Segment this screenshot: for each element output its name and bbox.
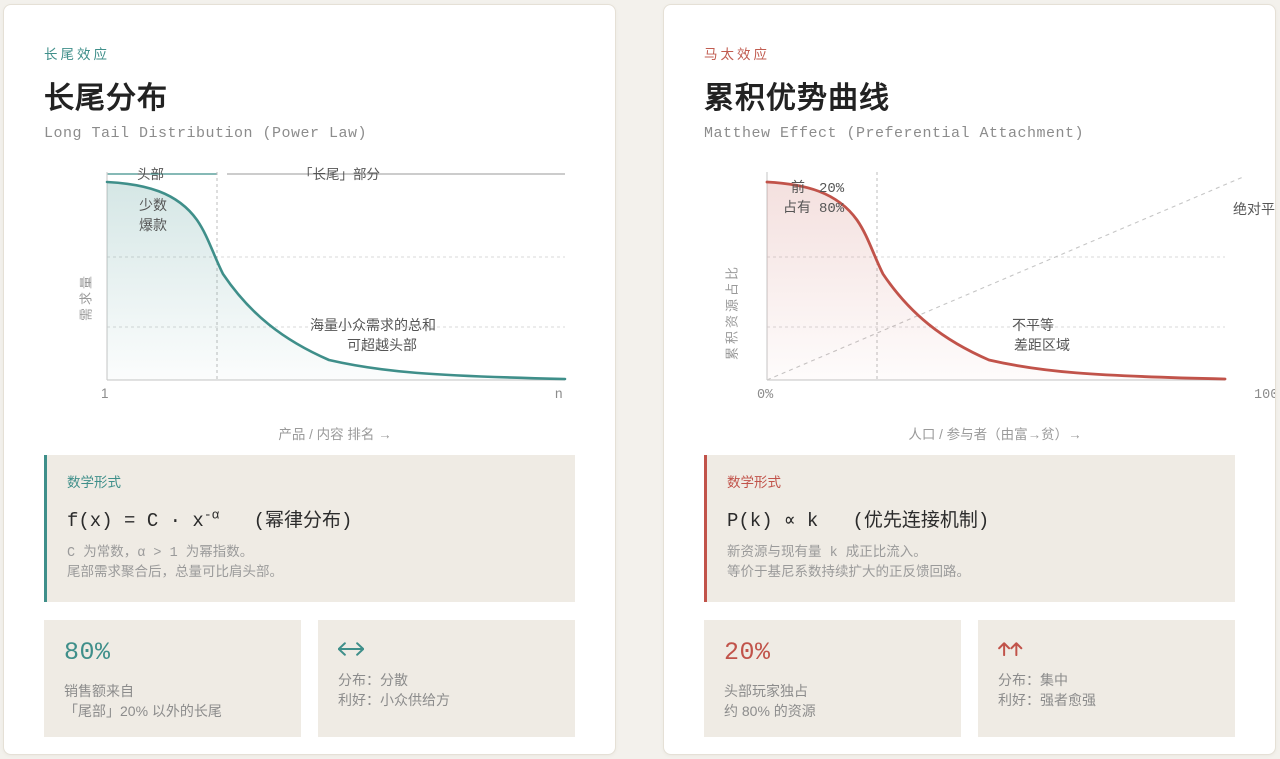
svg-text:可超越头部: 可超越头部 — [347, 337, 417, 353]
svg-text:「长尾」部分: 「长尾」部分 — [299, 167, 380, 182]
svg-text:不平等: 不平等 — [1012, 317, 1054, 333]
svg-text:绝对平等: 绝对平等 — [1233, 201, 1276, 217]
svg-text:爆款: 爆款 — [139, 217, 167, 233]
svg-text:1: 1 — [101, 386, 109, 401]
svg-text:0%: 0% — [757, 388, 774, 403]
svg-text:n: n — [555, 386, 563, 401]
svg-text:海量小众需求的总和: 海量小众需求的总和 — [310, 317, 436, 333]
svg-text:100%: 100% — [1254, 388, 1276, 403]
svg-text:差距区域: 差距区域 — [1014, 337, 1070, 353]
svg-text:头部: 头部 — [137, 167, 164, 182]
svg-text:少数: 少数 — [139, 197, 167, 213]
